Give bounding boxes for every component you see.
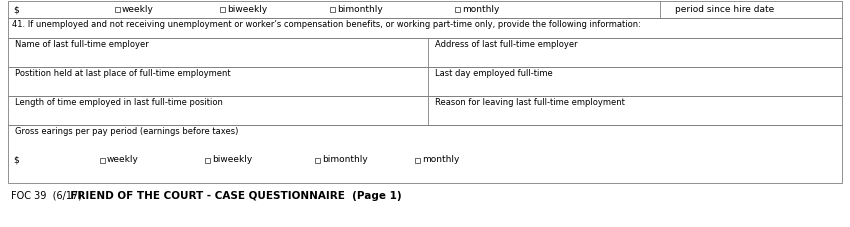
Text: Gross earings per pay period (earnings before taxes): Gross earings per pay period (earnings b… [15, 127, 238, 136]
Text: biweekly: biweekly [212, 155, 252, 165]
Text: period since hire date: period since hire date [675, 5, 774, 14]
Text: FOC 39  (6/17): FOC 39 (6/17) [11, 191, 82, 201]
Text: Postition held at last place of full-time employment: Postition held at last place of full-tim… [15, 69, 230, 78]
Text: 41. If unemployed and not receiving unemployment or worker’s compensation benefi: 41. If unemployed and not receiving unem… [12, 20, 641, 29]
Text: biweekly: biweekly [227, 5, 267, 14]
Text: weekly: weekly [107, 155, 139, 165]
Text: FRIEND OF THE COURT - CASE QUESTIONNAIRE  (Page 1): FRIEND OF THE COURT - CASE QUESTIONNAIRE… [63, 191, 401, 201]
Text: Length of time employed in last full-time position: Length of time employed in last full-tim… [15, 98, 223, 107]
Text: Name of last full-time employer: Name of last full-time employer [15, 40, 149, 49]
Text: bimonthly: bimonthly [337, 5, 382, 14]
Text: monthly: monthly [422, 155, 459, 165]
Text: $: $ [13, 155, 19, 165]
Text: Last day employed full-time: Last day employed full-time [435, 69, 552, 78]
Text: Address of last full-time employer: Address of last full-time employer [435, 40, 578, 49]
Text: bimonthly: bimonthly [322, 155, 368, 165]
Text: monthly: monthly [462, 5, 499, 14]
Text: $: $ [13, 5, 19, 14]
Text: Reason for leaving last full-time employment: Reason for leaving last full-time employ… [435, 98, 625, 107]
Text: weekly: weekly [122, 5, 154, 14]
